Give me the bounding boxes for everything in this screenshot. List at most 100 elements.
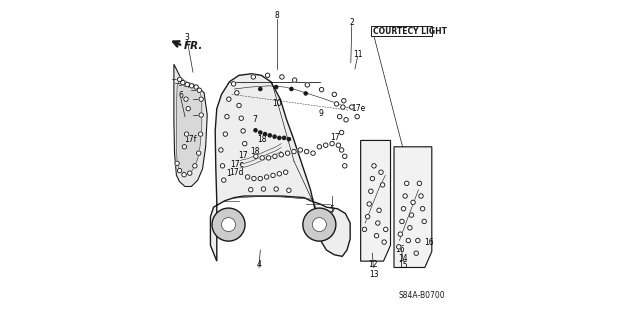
Circle shape <box>237 103 241 108</box>
Circle shape <box>252 176 256 181</box>
Circle shape <box>221 178 226 182</box>
Text: 18: 18 <box>257 135 267 144</box>
Circle shape <box>406 238 410 243</box>
Circle shape <box>177 77 182 82</box>
Text: FR.: FR. <box>184 41 204 51</box>
Circle shape <box>279 152 284 157</box>
Text: 17c: 17c <box>230 160 244 169</box>
Circle shape <box>271 173 275 178</box>
Circle shape <box>264 175 269 179</box>
Circle shape <box>232 82 236 86</box>
Circle shape <box>400 219 404 224</box>
Circle shape <box>305 83 310 87</box>
Circle shape <box>349 105 354 109</box>
Text: 4: 4 <box>257 260 262 270</box>
Text: 9: 9 <box>318 109 323 118</box>
Circle shape <box>409 213 413 217</box>
Circle shape <box>241 129 245 133</box>
Circle shape <box>404 181 409 186</box>
Circle shape <box>403 194 407 198</box>
Text: 15: 15 <box>399 261 408 271</box>
Text: 17e: 17e <box>351 104 365 113</box>
Text: 16: 16 <box>396 245 405 254</box>
Text: 11: 11 <box>353 49 362 59</box>
Circle shape <box>184 132 189 136</box>
Circle shape <box>273 154 277 159</box>
Text: 18: 18 <box>250 147 260 156</box>
Circle shape <box>264 132 267 136</box>
Circle shape <box>260 156 264 160</box>
Text: 17d: 17d <box>230 168 244 177</box>
Circle shape <box>370 176 374 181</box>
Circle shape <box>275 85 278 89</box>
Circle shape <box>339 130 344 135</box>
Circle shape <box>268 134 271 137</box>
Circle shape <box>197 88 202 93</box>
Circle shape <box>374 234 379 238</box>
Text: 17: 17 <box>330 133 340 142</box>
Text: 14: 14 <box>399 254 408 263</box>
Circle shape <box>278 136 281 139</box>
Circle shape <box>189 84 194 88</box>
Circle shape <box>305 149 309 154</box>
Circle shape <box>266 73 270 78</box>
Circle shape <box>212 208 245 241</box>
Circle shape <box>382 240 387 244</box>
Text: 8: 8 <box>275 11 280 20</box>
Circle shape <box>287 188 291 193</box>
Text: 12: 12 <box>369 260 378 270</box>
Circle shape <box>282 136 285 139</box>
Circle shape <box>383 227 388 232</box>
Circle shape <box>367 202 371 206</box>
Circle shape <box>340 105 345 109</box>
Text: 16: 16 <box>424 238 433 247</box>
Circle shape <box>219 148 223 152</box>
Circle shape <box>317 145 321 149</box>
Circle shape <box>415 238 420 243</box>
Circle shape <box>376 221 380 225</box>
Circle shape <box>355 115 360 119</box>
Text: 2: 2 <box>349 18 354 27</box>
Circle shape <box>253 154 258 159</box>
Circle shape <box>304 92 307 95</box>
Circle shape <box>369 189 373 194</box>
Circle shape <box>196 151 201 155</box>
Circle shape <box>220 164 225 168</box>
Circle shape <box>254 129 257 132</box>
Circle shape <box>251 75 255 79</box>
Circle shape <box>188 171 192 175</box>
Circle shape <box>245 175 250 179</box>
Circle shape <box>290 87 293 91</box>
Circle shape <box>414 251 419 256</box>
Circle shape <box>420 206 425 211</box>
Circle shape <box>411 200 415 204</box>
Text: 6: 6 <box>179 91 183 100</box>
Circle shape <box>185 82 189 87</box>
Circle shape <box>342 164 347 168</box>
Circle shape <box>323 143 328 147</box>
Circle shape <box>379 170 383 174</box>
Polygon shape <box>177 78 202 175</box>
Circle shape <box>182 145 187 149</box>
Circle shape <box>330 141 334 146</box>
Text: 13: 13 <box>369 270 379 279</box>
Circle shape <box>401 206 406 211</box>
Circle shape <box>194 85 198 89</box>
Circle shape <box>284 170 288 174</box>
Circle shape <box>319 87 324 92</box>
Circle shape <box>397 245 401 249</box>
Circle shape <box>311 151 316 155</box>
Text: 1: 1 <box>226 169 231 178</box>
Text: 7: 7 <box>253 115 258 124</box>
Circle shape <box>273 135 276 138</box>
Polygon shape <box>174 64 207 187</box>
Circle shape <box>258 176 262 181</box>
Circle shape <box>182 173 186 177</box>
Circle shape <box>292 149 296 154</box>
Circle shape <box>198 132 203 136</box>
Circle shape <box>177 168 182 173</box>
Polygon shape <box>211 74 350 261</box>
Circle shape <box>336 143 340 147</box>
Circle shape <box>227 97 231 101</box>
Circle shape <box>398 232 403 236</box>
